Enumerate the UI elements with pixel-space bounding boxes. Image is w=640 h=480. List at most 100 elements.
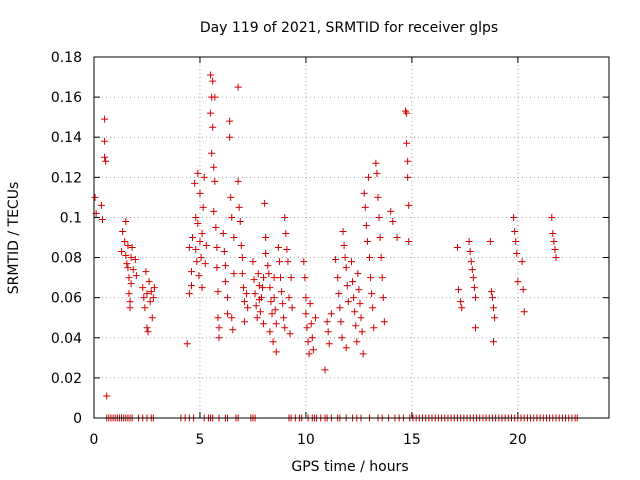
data-point — [471, 294, 479, 302]
data-point — [405, 201, 413, 209]
data-point — [271, 306, 279, 314]
data-point — [467, 258, 475, 266]
data-point — [342, 344, 350, 352]
data-point — [519, 286, 527, 294]
data-point — [143, 324, 151, 332]
data-point — [212, 223, 220, 231]
data-point — [513, 250, 521, 258]
data-point — [125, 290, 133, 298]
data-point — [327, 310, 335, 318]
data-point — [221, 262, 229, 270]
data-point — [370, 324, 378, 332]
data-point — [340, 242, 348, 250]
data-point — [511, 227, 519, 235]
data-point — [260, 320, 268, 328]
data-point — [144, 328, 152, 336]
data-point — [337, 318, 345, 326]
data-point — [126, 298, 134, 306]
data-point — [387, 207, 395, 215]
data-point — [210, 207, 218, 215]
data-point — [131, 256, 139, 264]
data-point — [238, 254, 246, 262]
data-point — [101, 115, 109, 123]
data-point — [101, 137, 109, 145]
data-point — [366, 254, 374, 262]
data-point — [279, 300, 287, 308]
data-point — [455, 286, 463, 294]
data-point — [336, 304, 344, 312]
y-tick-label: 0.06 — [51, 291, 82, 307]
data-point — [373, 169, 381, 177]
x-tick-label: 5 — [196, 432, 205, 448]
data-point — [489, 338, 497, 346]
data-point — [378, 274, 386, 282]
data-point — [192, 213, 200, 221]
data-point — [256, 308, 264, 316]
data-point — [311, 314, 319, 322]
data-point — [150, 284, 158, 292]
data-point — [124, 242, 132, 250]
data-point — [202, 242, 210, 250]
data-point — [489, 304, 497, 312]
data-point — [260, 274, 268, 282]
data-point — [132, 272, 140, 280]
data-point — [200, 173, 208, 181]
data-point — [194, 219, 202, 227]
x-axis-ticks: 0 5 10 15 20 — [90, 57, 527, 448]
data-point — [213, 264, 221, 272]
data-point — [122, 217, 130, 225]
data-point — [229, 326, 237, 334]
data-point — [227, 193, 235, 201]
data-point — [287, 274, 295, 282]
data-point — [321, 366, 329, 374]
data-point — [140, 294, 148, 302]
data-point — [302, 310, 310, 318]
data-point — [288, 304, 296, 312]
data-point — [349, 278, 357, 286]
data-point — [303, 324, 311, 332]
data-point — [309, 346, 317, 354]
data-point — [215, 324, 223, 332]
data-point — [128, 244, 136, 252]
data-point — [145, 278, 153, 286]
data-point — [364, 173, 372, 181]
data-point — [253, 314, 261, 322]
data-point — [300, 258, 308, 266]
data-point — [550, 238, 558, 246]
chart-title: Day 119 of 2021, SRMTID for receiver glp… — [200, 20, 498, 36]
data-point — [125, 274, 133, 282]
data-point — [488, 294, 496, 302]
data-point — [243, 290, 251, 298]
data-point — [267, 298, 275, 306]
data-point — [101, 153, 109, 161]
data-point — [207, 71, 215, 79]
data-point — [230, 270, 238, 278]
data-point — [261, 199, 269, 207]
data-point — [272, 348, 280, 356]
data-point — [238, 270, 246, 278]
data-point — [357, 314, 365, 322]
data-point — [209, 77, 217, 85]
data-point — [228, 314, 236, 322]
data-point — [466, 248, 474, 256]
data-point — [239, 284, 247, 292]
data-point — [189, 234, 197, 241]
data-point — [123, 260, 131, 268]
data-point — [193, 258, 201, 266]
data-point — [198, 229, 206, 237]
data-point — [360, 189, 368, 197]
data-point — [341, 254, 349, 262]
data-point — [226, 117, 234, 125]
x-tick-label: 10 — [297, 432, 315, 448]
data-point — [196, 189, 204, 197]
data-point — [265, 270, 273, 278]
data-point — [377, 254, 385, 262]
data-point — [258, 284, 266, 292]
data-point — [404, 173, 412, 181]
data-point — [487, 288, 495, 296]
data-point — [262, 250, 270, 258]
data-point — [471, 324, 479, 332]
data-point — [334, 274, 342, 282]
data-point — [129, 266, 137, 274]
